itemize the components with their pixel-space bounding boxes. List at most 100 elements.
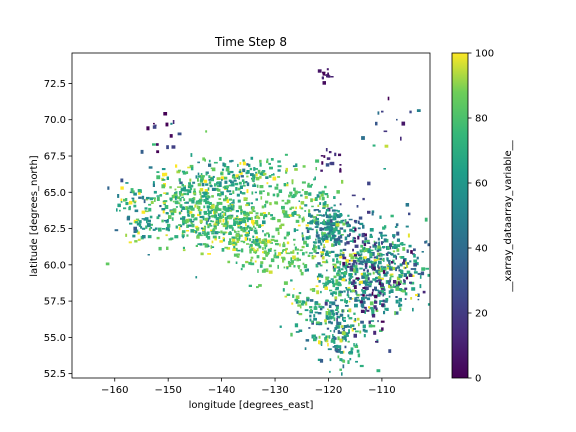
heatmap-cell [349,268,353,271]
heatmap-cell [326,269,328,272]
heatmap-cell [359,330,362,334]
heatmap-cell [354,271,359,274]
heatmap-cell [351,264,356,268]
heatmap-cell [156,236,160,240]
heatmap-cell [137,231,140,235]
heatmap-cell [190,153,193,157]
heatmap-cell [350,259,355,262]
heatmap-cell [289,207,292,211]
heatmap-cell [321,235,324,240]
heatmap-cell [326,223,330,226]
heatmap-cell [238,236,241,238]
heatmap-cell [261,240,265,244]
heatmap-cell [279,225,282,229]
heatmap-cell [373,330,377,335]
heatmap-cell [171,212,175,216]
heatmap-cell [234,242,238,246]
heatmap-cell [316,194,320,198]
heatmap-cell [147,235,152,239]
heatmap-cell [331,292,334,297]
heatmap-cell [286,241,290,245]
heatmap-cell [119,209,121,212]
heatmap-cell [317,276,319,281]
heatmap-cell [252,235,255,239]
heatmap-cell [154,198,156,202]
heatmap-cell [364,282,368,285]
heatmap-cell [240,228,244,232]
heatmap-cell [178,226,181,231]
heatmap-cell [261,239,265,241]
heatmap-cell [282,288,285,292]
heatmap-cell [356,317,360,321]
heatmap-cell [245,223,247,227]
colorbar-label: __xarray_dataarray_variable__ [503,139,514,292]
heatmap-cell [380,265,383,268]
heatmap-cell [328,213,332,217]
heatmap-cell [208,159,211,163]
heatmap-cell [398,274,401,277]
heatmap-cell [328,215,332,219]
heatmap-cell [424,217,428,222]
heatmap-cell [334,345,338,347]
heatmap-cell [181,206,185,210]
heatmap-cell [402,243,406,246]
heatmap-cell [342,350,345,354]
heatmap-cell [344,242,347,246]
heatmap-cell [352,248,354,252]
heatmap-cell [174,200,179,204]
heatmap-cell [305,227,308,230]
heatmap-cell [353,333,357,338]
heatmap-cell [372,244,377,248]
heatmap-cell [396,118,398,121]
heatmap-cell [383,273,388,277]
heatmap-cell [217,213,220,217]
heatmap-cell [152,125,157,129]
heatmap-cell [363,268,366,272]
heatmap-cell [342,360,346,363]
heatmap-cell [149,215,153,219]
heatmap-cell [275,255,279,259]
heatmap-cell [196,227,200,231]
heatmap-cell [134,221,139,224]
heatmap-cell [138,196,142,199]
heatmap-cell [290,260,294,263]
heatmap-cell [357,235,360,240]
heatmap-cell [332,258,335,262]
heatmap-cell [353,312,356,315]
heatmap-cell [211,179,214,182]
heatmap-cell [346,266,350,268]
heatmap-cell [336,258,339,261]
heatmap-cell [361,263,364,266]
heatmap-cell [367,277,370,281]
heatmap-cell [317,223,320,226]
heatmap-cell [237,187,241,191]
heatmap-cell [331,209,336,212]
heatmap-cell [265,176,269,179]
heatmap-cell [409,260,412,263]
heatmap-cell [295,295,300,299]
heatmap-cell [295,206,297,210]
heatmap-cell [396,285,400,288]
heatmap-cell [376,293,381,297]
heatmap-cell [346,241,350,245]
heatmap-cell [204,243,209,248]
heatmap-cell [383,238,387,242]
x-tick-label: −110 [368,385,395,396]
heatmap-cell [172,195,177,199]
heatmap-cell [148,203,152,206]
heatmap-cell [318,247,321,250]
heatmap-cell [229,193,233,195]
heatmap-cell [283,214,288,218]
heatmap-cell [128,202,133,205]
heatmap-cell [371,308,375,313]
heatmap-cell [168,215,172,219]
heatmap-cell [342,265,345,268]
heatmap-cell [356,349,360,353]
x-tick-label: −160 [101,385,128,396]
heatmap-cell [260,224,264,227]
heatmap-cell [399,242,404,246]
heatmap-cell [334,240,339,244]
heatmap-cell [340,268,344,271]
heatmap-cell [329,237,333,242]
heatmap-cell [189,205,193,209]
